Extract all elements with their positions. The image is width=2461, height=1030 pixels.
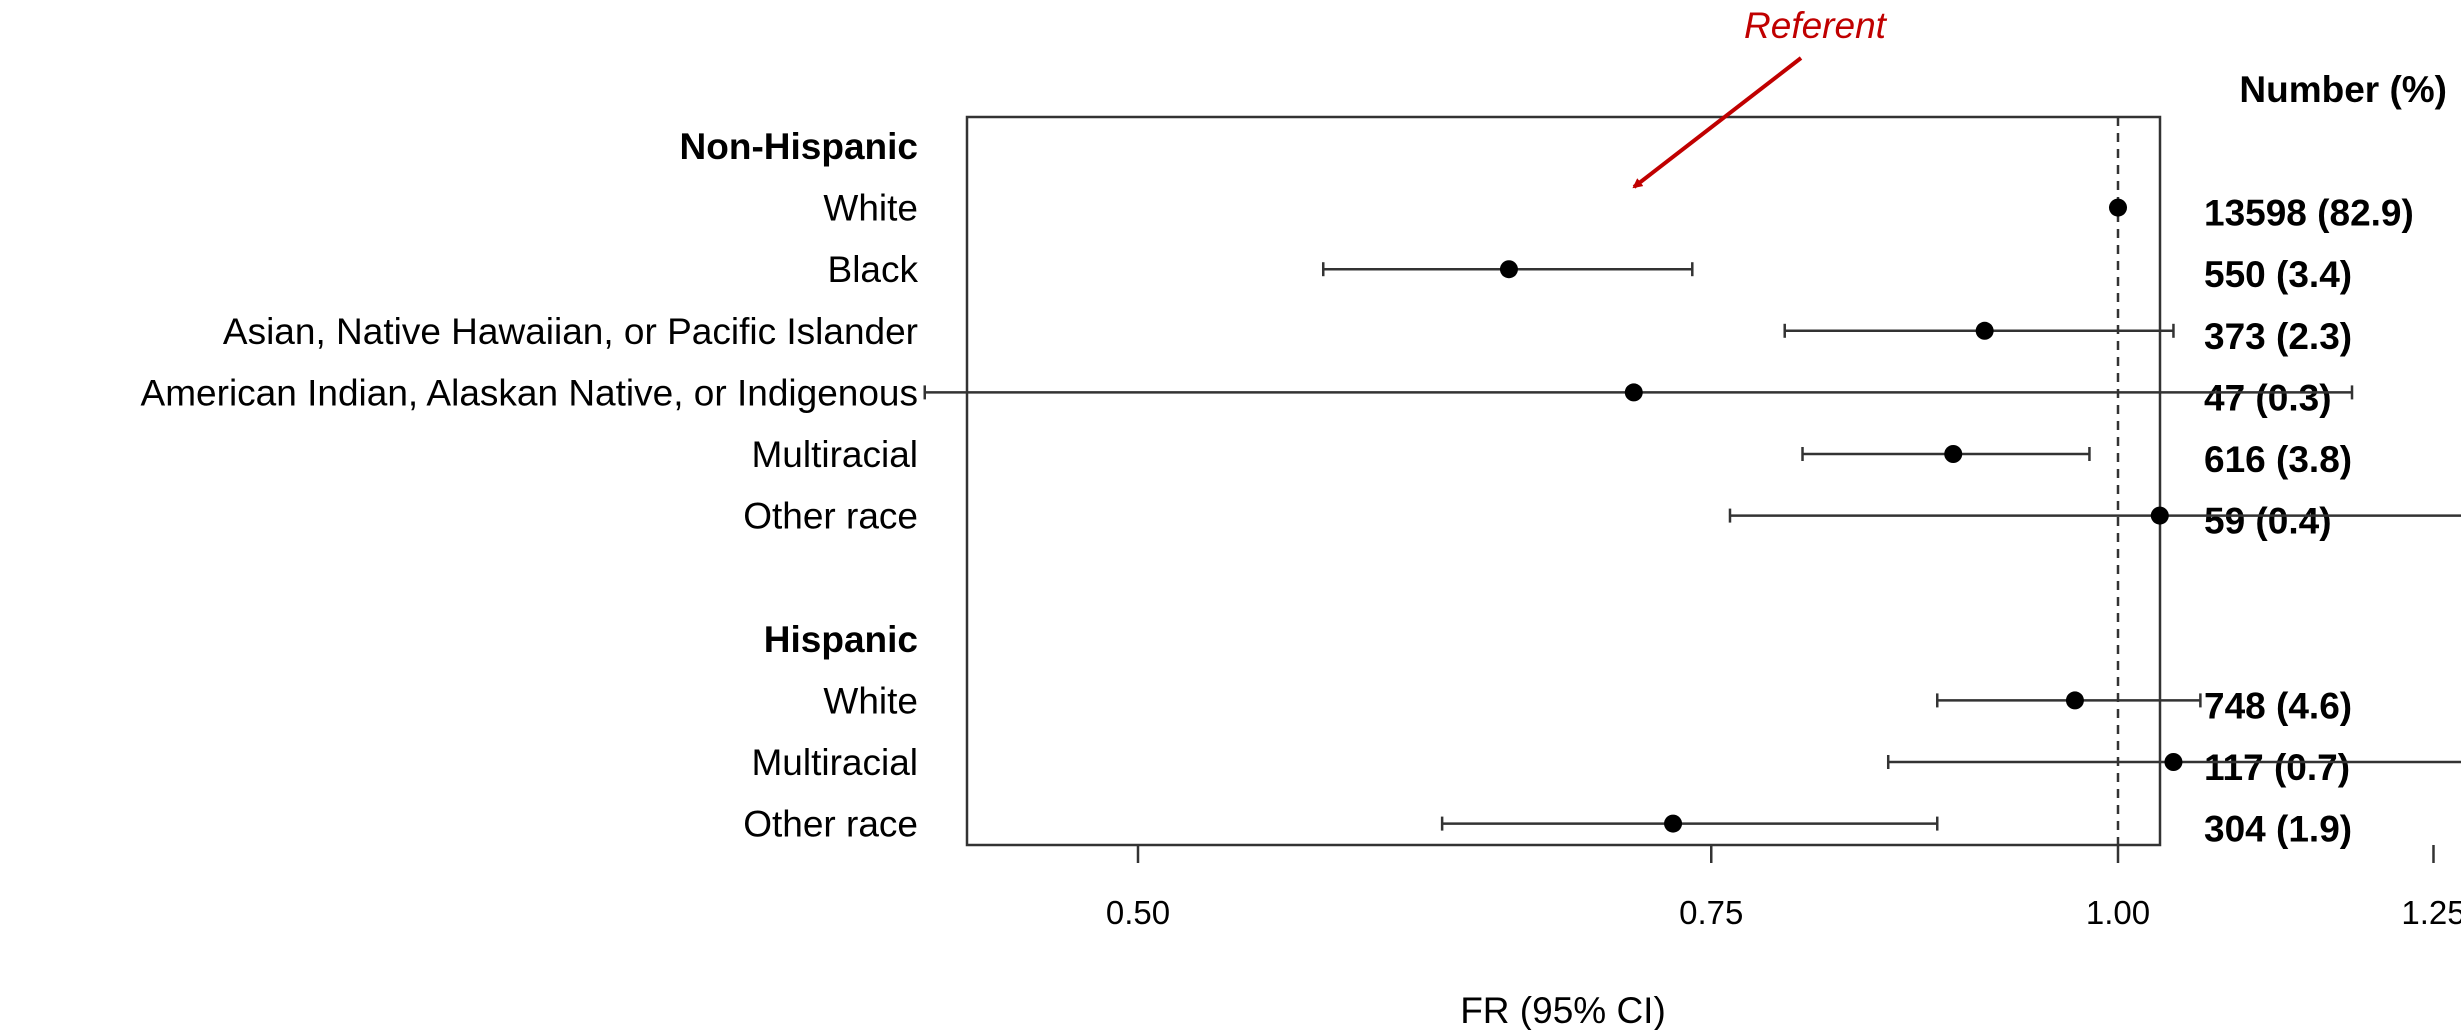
row-count: 117 (0.7): [2204, 747, 2350, 788]
estimate-point: [1944, 445, 1963, 463]
row-label: White: [823, 188, 918, 229]
estimate-point: [1664, 814, 1683, 833]
x-tick-label: 0.50: [1106, 894, 1170, 931]
row-count: 47 (0.3): [2204, 377, 2332, 418]
row-label: White: [823, 680, 918, 721]
row-count: 13598 (82.9): [2204, 193, 2414, 234]
referent-annotation: Referent: [1744, 5, 1888, 46]
estimate-point: [1975, 321, 1994, 340]
row-count: 59 (0.4): [2204, 501, 2332, 542]
x-axis-title: FR (95% CI): [1460, 990, 1666, 1030]
row-label: Other race: [743, 804, 918, 845]
estimate-point: [2109, 198, 2127, 217]
row-label: Multiracial: [751, 434, 918, 475]
row-count: 550 (3.4): [2204, 254, 2352, 295]
x-tick-label: 1.00: [2086, 894, 2150, 931]
estimate-point: [1624, 383, 1643, 402]
row-count: 373 (2.3): [2204, 316, 2352, 357]
row-count: 616 (3.8): [2204, 439, 2352, 480]
count-header: Number (%): [2239, 69, 2447, 110]
row-label: Other race: [743, 496, 918, 537]
row-count: 304 (1.9): [2204, 809, 2352, 850]
x-tick-label: 0.75: [1679, 894, 1743, 931]
estimate-point: [2164, 753, 2183, 771]
estimate-point: [1499, 260, 1518, 279]
row-label: Multiracial: [751, 742, 918, 783]
estimate-point: [2065, 691, 2084, 710]
row-label: Black: [828, 249, 919, 290]
row-label: American Indian, Alaskan Native, or Indi…: [141, 372, 918, 413]
row-label: Asian, Native Hawaiian, or Pacific Islan…: [223, 311, 918, 352]
estimate-point: [2150, 506, 2169, 525]
x-tick-label: 1.25: [2401, 894, 2461, 931]
group-label: Hispanic: [764, 619, 918, 660]
referent-arrow: [1632, 56, 1803, 189]
row-count: 748 (4.6): [2204, 685, 2352, 726]
group-label: Non-Hispanic: [680, 126, 918, 167]
plot-frame: [965, 115, 2162, 847]
